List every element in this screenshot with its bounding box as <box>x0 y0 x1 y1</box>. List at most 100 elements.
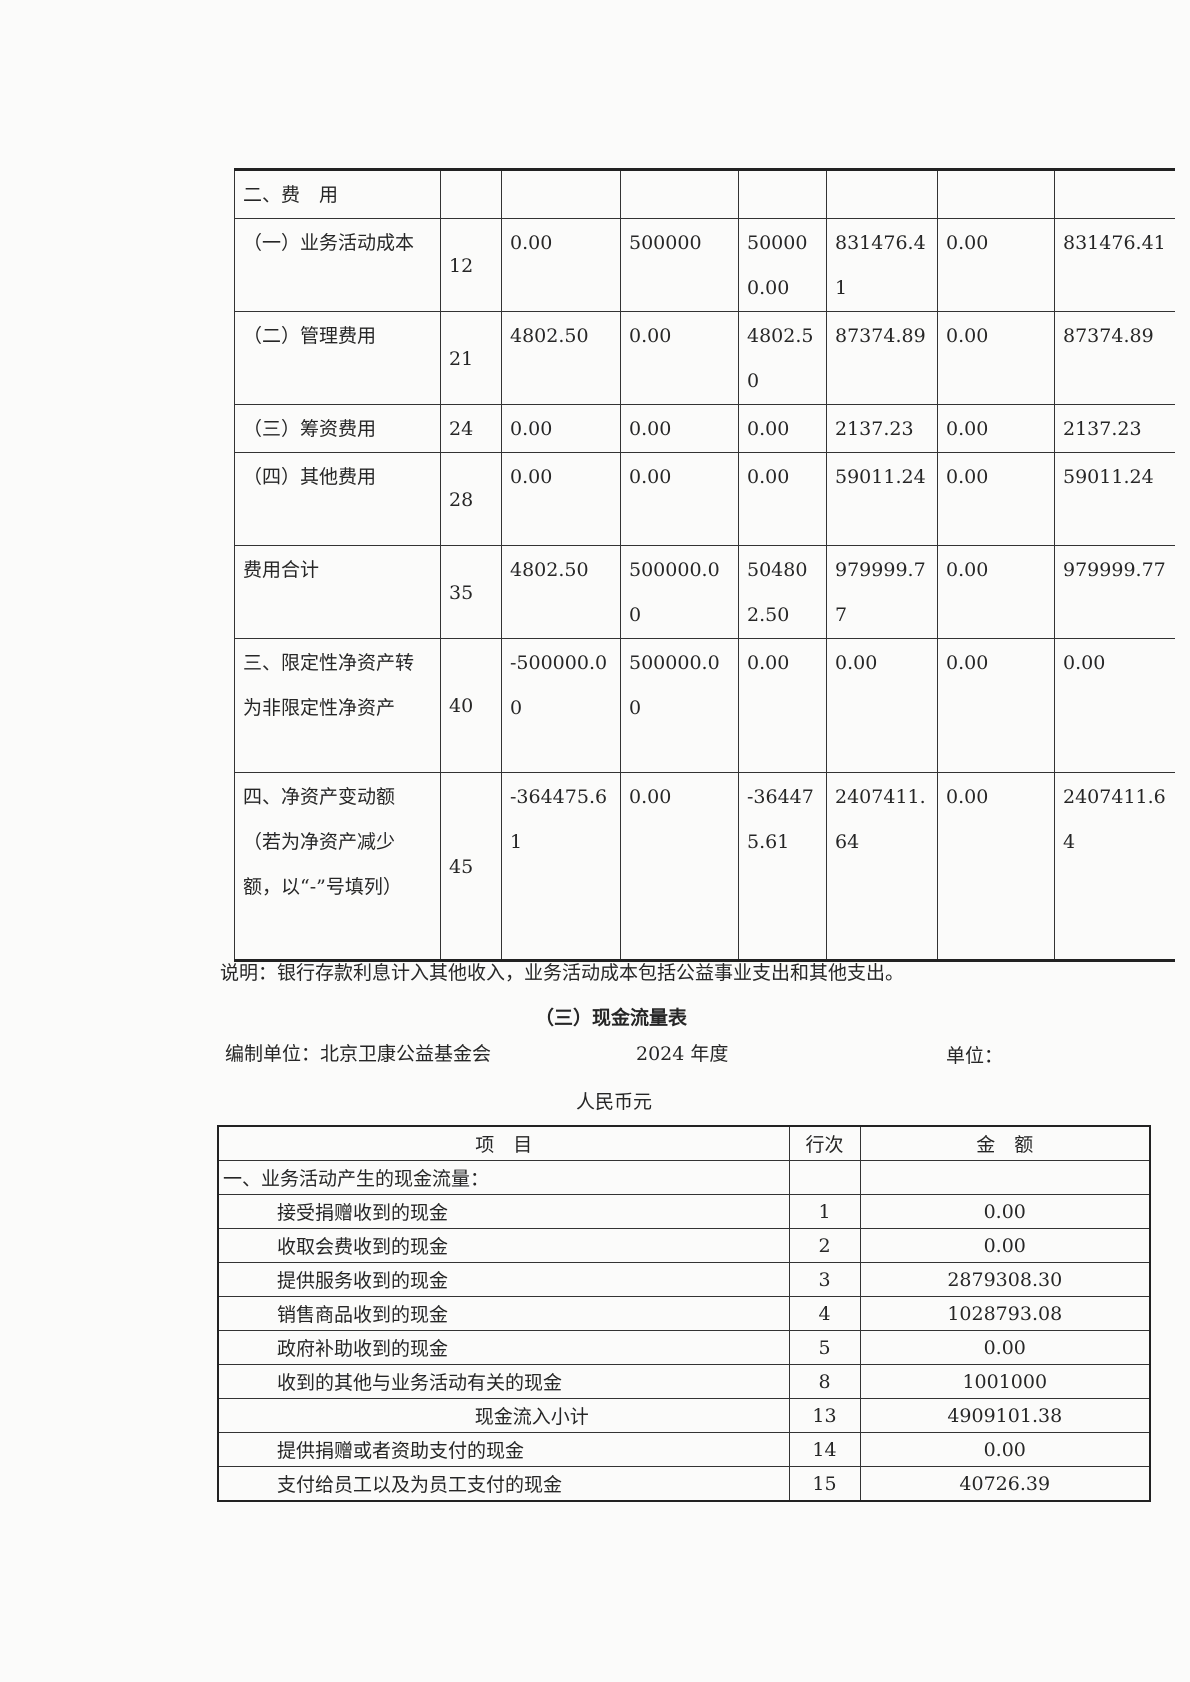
amount-cell: 2879308.30 <box>859 1262 1151 1297</box>
value-cell: 0.00 <box>620 404 739 453</box>
header-row: 项 目 行次 金 额 <box>217 1125 1151 1161</box>
value-cell: 0.00 <box>937 545 1055 639</box>
item-cell: 二、费 用 <box>234 168 441 219</box>
line-number-cell: 40 <box>440 638 502 773</box>
item-cell: （一）业务活动成本 <box>234 218 441 312</box>
value-cell: 979999.77 <box>1054 545 1175 639</box>
item-cell: （四）其他费用 <box>234 452 441 546</box>
table-row: （一）业务活动成本 12 0.00 500000 500000.00 831476.41 0… <box>234 218 1175 312</box>
line-number-cell: 8 <box>788 1364 861 1399</box>
value-cell: 4802.50 <box>738 311 827 405</box>
value-cell: 0.00 <box>738 404 827 453</box>
value-cell: 87374.89 <box>1054 311 1175 405</box>
line-number-cell: 5 <box>788 1330 861 1365</box>
amount-cell: 4909101.38 <box>859 1398 1151 1433</box>
table-row: 现金流入小计 13 4909101.38 <box>217 1398 1151 1433</box>
value-cell: 0.00 <box>937 311 1055 405</box>
line-number-cell: 12 <box>440 218 502 312</box>
item-cell: 收取会费收到的现金 <box>217 1228 790 1263</box>
value-cell: 0.00 <box>620 772 739 962</box>
item-cell: 现金流入小计 <box>217 1398 790 1433</box>
value-cell: 0.00 <box>826 638 938 773</box>
item-cell: 费用合计 <box>234 545 441 639</box>
value-cell: 500000.00 <box>738 218 827 312</box>
item-cell: 提供服务收到的现金 <box>217 1262 790 1297</box>
item-cell: 四、净资产变动额（若为净资产减少额，以“-”号填列） <box>234 772 441 962</box>
value-cell: 831476.41 <box>826 218 938 312</box>
empty-cell <box>859 1160 1151 1195</box>
value-cell: 500000 <box>620 218 739 312</box>
value-cell: 4802.50 <box>501 545 621 639</box>
value-cell <box>501 168 621 219</box>
unit-label: 单位： <box>946 1045 1004 1067</box>
cash-flow-title: （三）现金流量表 <box>535 1007 688 1029</box>
unit-value: 人民币元 <box>576 1091 653 1113</box>
value-cell: 4802.50 <box>501 311 621 405</box>
value-cell: 979999.77 <box>826 545 938 639</box>
table-row: 四、净资产变动额（若为净资产减少额，以“-”号填列） 45 -364475.61 0.… <box>234 772 1175 962</box>
amount-cell: 0.00 <box>859 1330 1151 1365</box>
value-cell: 0.00 <box>620 452 739 546</box>
value-cell: 500000.00 <box>620 545 739 639</box>
value-cell: 0.00 <box>937 638 1055 773</box>
line-number-cell: 2 <box>788 1228 861 1263</box>
item-cell: 支付给员工以及为员工支付的现金 <box>217 1466 790 1502</box>
note-text: 说明：银行存款利息计入其他收入，业务活动成本包括公益事业支出和其他支出。 <box>220 962 905 984</box>
line-number-cell: 3 <box>788 1262 861 1297</box>
value-cell <box>826 168 938 219</box>
header-amount: 金 额 <box>859 1125 1151 1161</box>
table-row: （三）筹资费用 24 0.00 0.00 0.00 2137.23 0.00 2137.23 <box>234 404 1175 453</box>
table-row: 支付给员工以及为员工支付的现金 15 40726.39 <box>217 1466 1151 1502</box>
value-cell <box>937 168 1055 219</box>
prepared-by: 编制单位：北京卫康公益基金会 <box>225 1043 492 1065</box>
empty-cell <box>788 1160 861 1195</box>
value-cell: 0.00 <box>1054 638 1175 773</box>
value-cell: 0.00 <box>937 772 1055 962</box>
value-cell: 0.00 <box>738 452 827 546</box>
line-number-cell <box>440 168 502 219</box>
table-row: 接受捐赠收到的现金 1 0.00 <box>217 1194 1151 1229</box>
value-cell: 87374.89 <box>826 311 938 405</box>
line-number-cell: 15 <box>788 1466 861 1502</box>
line-number-cell: 14 <box>788 1432 861 1467</box>
value-cell: 59011.24 <box>1054 452 1175 546</box>
item-cell: （二）管理费用 <box>234 311 441 405</box>
line-number-cell: 13 <box>788 1398 861 1433</box>
item-cell: 政府补助收到的现金 <box>217 1330 790 1365</box>
value-cell: 2137.23 <box>826 404 938 453</box>
section-row: 一、业务活动产生的现金流量： <box>217 1160 1151 1195</box>
value-cell: 0.00 <box>937 404 1055 453</box>
table-row: 销售商品收到的现金 4 1028793.08 <box>217 1296 1151 1331</box>
fiscal-year: 2024 年度 <box>636 1043 729 1065</box>
amount-cell: 0.00 <box>859 1194 1151 1229</box>
value-cell <box>1054 168 1175 219</box>
table-row: 费用合计 35 4802.50 500000.00 504802.50 979999.77… <box>234 545 1175 639</box>
value-cell: 2137.23 <box>1054 404 1175 453</box>
amount-cell: 1028793.08 <box>859 1296 1151 1331</box>
amount-cell: 40726.39 <box>859 1466 1151 1502</box>
header-line: 行次 <box>788 1125 861 1161</box>
value-cell: 2407411.64 <box>1054 772 1175 962</box>
value-cell: 0.00 <box>620 311 739 405</box>
header-item: 项 目 <box>217 1125 790 1161</box>
item-cell: 收到的其他与业务活动有关的现金 <box>217 1364 790 1399</box>
value-cell: 504802.50 <box>738 545 827 639</box>
line-number-cell: 24 <box>440 404 502 453</box>
table-row: 收取会费收到的现金 2 0.00 <box>217 1228 1151 1263</box>
line-number-cell: 45 <box>440 772 502 962</box>
value-cell: 500000.00 <box>620 638 739 773</box>
table-row: （四）其他费用 28 0.00 0.00 0.00 59011.24 0.00 59011.2… <box>234 452 1175 546</box>
item-cell: （三）筹资费用 <box>234 404 441 453</box>
value-cell: 0.00 <box>738 638 827 773</box>
value-cell: 59011.24 <box>826 452 938 546</box>
value-cell: 0.00 <box>501 218 621 312</box>
value-cell: 0.00 <box>501 404 621 453</box>
value-cell: -364475.61 <box>738 772 827 962</box>
item-cell: 销售商品收到的现金 <box>217 1296 790 1331</box>
amount-cell: 1001000 <box>859 1364 1151 1399</box>
cash-flow-table: 项 目 行次 金 额 一、业务活动产生的现金流量： 接受捐赠收到的现金 1 0.00… <box>217 1125 1151 1502</box>
value-cell: 2407411.64 <box>826 772 938 962</box>
line-number-cell: 28 <box>440 452 502 546</box>
table-row: 二、费 用 <box>234 168 1175 219</box>
table-row: 三、限定性净资产转为非限定性净资产 40 -500000.00 500000.00 0.… <box>234 638 1175 773</box>
